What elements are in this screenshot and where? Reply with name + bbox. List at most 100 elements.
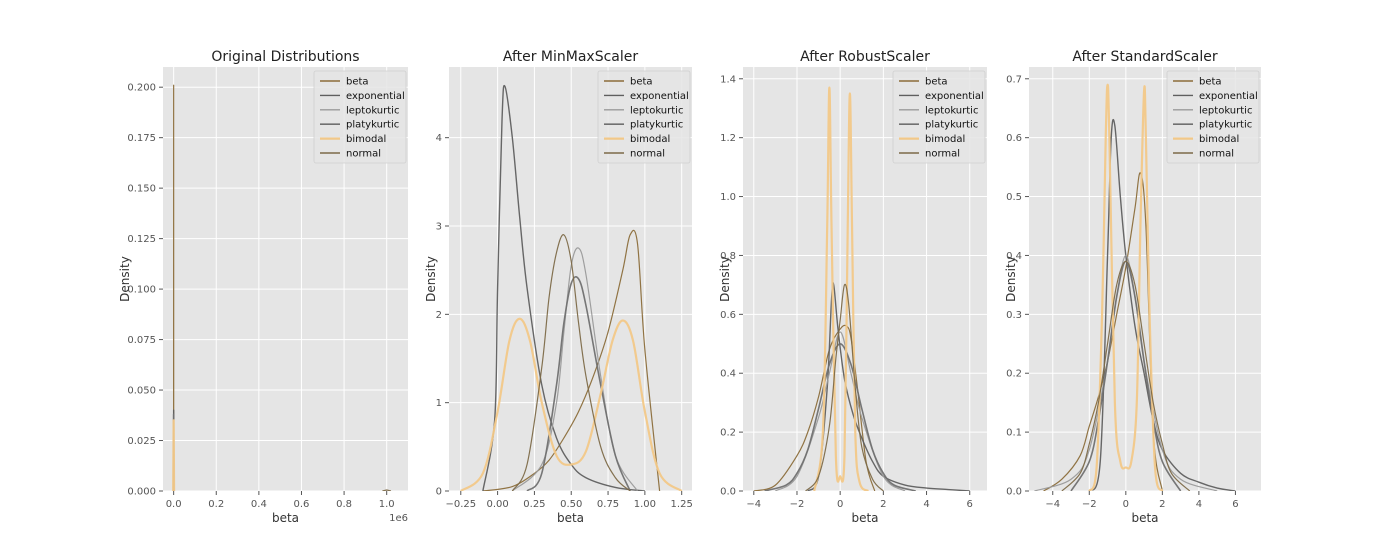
x-tick-label: 0.00 bbox=[486, 499, 508, 510]
y-tick-label: 0.2 bbox=[720, 428, 736, 439]
legend-label-bimodal: bimodal bbox=[630, 134, 670, 145]
series-line-platykurtic bbox=[764, 342, 916, 491]
y-tick-label: 0 bbox=[436, 487, 442, 498]
legend-label-normal: normal bbox=[346, 149, 381, 160]
y-tick-label: 0.0 bbox=[1006, 487, 1022, 498]
legend-label-normal: normal bbox=[1199, 149, 1234, 160]
legend: beta exponential leptokurtic platykurtic bim… bbox=[597, 70, 691, 164]
series-line-bimodal bbox=[813, 86, 870, 491]
x-tick-label: 6 bbox=[1232, 499, 1238, 510]
y-tick-label: 0.7 bbox=[1006, 74, 1022, 85]
y-tick-label: 0.075 bbox=[127, 335, 156, 346]
y-tick-label: 1.4 bbox=[720, 74, 736, 85]
x-offset-label: 1e6 bbox=[389, 513, 408, 524]
y-tick-label: 0.125 bbox=[127, 234, 156, 245]
legend-label-leptokurtic: leptokurtic bbox=[630, 105, 683, 116]
y-tick-label: 0.6 bbox=[720, 310, 736, 321]
x-tick-label: 1.00 bbox=[634, 499, 656, 510]
y-tick-label: 1.0 bbox=[720, 192, 736, 203]
legend-label-platykurtic: platykurtic bbox=[1199, 120, 1252, 131]
y-tick-label: 1 bbox=[436, 398, 442, 409]
x-tick-label: −4 bbox=[1045, 499, 1060, 510]
legend-box bbox=[313, 70, 407, 164]
series-group bbox=[753, 86, 970, 491]
legend-label-bimodal: bimodal bbox=[346, 134, 386, 145]
legend-box bbox=[597, 70, 691, 164]
x-tick-label: 1.0 bbox=[379, 499, 395, 510]
series-line-normal bbox=[805, 283, 884, 491]
x-tick-label: 0.50 bbox=[560, 499, 582, 510]
y-tick-label: 0.000 bbox=[127, 487, 156, 498]
legend-label-exponential: exponential bbox=[925, 91, 984, 102]
series-line-beta bbox=[482, 229, 661, 491]
series-line-bimodal bbox=[172, 419, 176, 491]
x-axis-label: beta bbox=[272, 511, 299, 525]
x-tick-label: 0.2 bbox=[208, 499, 224, 510]
legend-label-exponential: exponential bbox=[1199, 91, 1258, 102]
x-tick-label: 0.0 bbox=[166, 499, 182, 510]
legend-label-bimodal: bimodal bbox=[1199, 134, 1239, 145]
series-line-normal bbox=[382, 489, 392, 491]
y-tick-label: 0.4 bbox=[1006, 251, 1022, 262]
subplot-title: Original Distributions bbox=[211, 49, 359, 65]
subplot-2: −0.25 0.00 0.25 0.50 0.75 1.00 1.25 0 1 2 3 4 After … bbox=[424, 49, 693, 525]
legend-label-beta: beta bbox=[1199, 77, 1222, 88]
y-tick-label: 0.2 bbox=[1006, 369, 1022, 380]
y-tick-label: 0.5 bbox=[1006, 192, 1022, 203]
subplot-title: After RobustScaler bbox=[800, 49, 930, 65]
y-tick-label: 0.6 bbox=[1006, 133, 1022, 144]
x-tick-label: 0 bbox=[1123, 499, 1129, 510]
x-tick-label: −2 bbox=[790, 499, 805, 510]
legend-box bbox=[892, 70, 986, 164]
legend-label-leptokurtic: leptokurtic bbox=[925, 105, 978, 116]
x-tick-label: 0.75 bbox=[597, 499, 619, 510]
x-tick-label: 4 bbox=[923, 499, 929, 510]
subplot-title: After StandardScaler bbox=[1072, 49, 1217, 65]
subplot-1: 0.0 0.2 0.4 0.6 0.8 1.0 0.000 0.025 0.050 0.075 0.… bbox=[118, 49, 408, 525]
series-line-exponential bbox=[482, 84, 645, 491]
x-tick-label: 2 bbox=[1159, 499, 1165, 510]
legend-label-exponential: exponential bbox=[346, 91, 405, 102]
y-axis-label: Density bbox=[424, 256, 438, 302]
y-tick-label: 0.8 bbox=[720, 251, 736, 262]
legend-label-exponential: exponential bbox=[630, 91, 689, 102]
series-line-beta bbox=[753, 324, 876, 491]
x-tick-label: −0.25 bbox=[445, 499, 476, 510]
x-tick-label: −4 bbox=[746, 499, 761, 510]
legend-label-bimodal: bimodal bbox=[925, 134, 965, 145]
y-tick-label: 1.2 bbox=[720, 133, 736, 144]
x-axis-label: beta bbox=[851, 511, 878, 525]
series-group bbox=[172, 84, 392, 491]
y-tick-label: 0.175 bbox=[127, 133, 156, 144]
series-line-bimodal bbox=[1088, 83, 1164, 491]
x-tick-label: −2 bbox=[1082, 499, 1097, 510]
series-line-bimodal bbox=[460, 317, 683, 491]
y-tick-label: 0.150 bbox=[127, 184, 156, 195]
series-line-normal bbox=[1061, 260, 1191, 491]
series-group bbox=[1034, 83, 1236, 491]
x-tick-label: 0.8 bbox=[336, 499, 352, 510]
y-axis-label: Density bbox=[118, 256, 132, 302]
legend-label-normal: normal bbox=[925, 149, 960, 160]
y-tick-label: 0.0 bbox=[720, 487, 736, 498]
y-tick-label: 0.100 bbox=[127, 285, 156, 296]
y-tick-label: 0.1 bbox=[1006, 428, 1022, 439]
x-tick-label: 2 bbox=[880, 499, 886, 510]
y-axis-label: Density bbox=[1004, 256, 1018, 302]
y-tick-label: 0.4 bbox=[720, 369, 736, 380]
legend-box bbox=[1166, 70, 1260, 164]
series-line-normal bbox=[511, 234, 631, 491]
y-tick-label: 2 bbox=[436, 310, 442, 321]
x-tick-label: 6 bbox=[967, 499, 973, 510]
legend-label-leptokurtic: leptokurtic bbox=[346, 105, 399, 116]
series-line-leptokurtic bbox=[1034, 254, 1218, 491]
legend-label-platykurtic: platykurtic bbox=[925, 120, 978, 131]
y-tick-label: 4 bbox=[436, 133, 442, 144]
y-tick-label: 0.200 bbox=[127, 83, 156, 94]
x-tick-label: 0.25 bbox=[523, 499, 545, 510]
y-tick-label: 3 bbox=[436, 222, 442, 233]
x-tick-label: 0.4 bbox=[251, 499, 267, 510]
y-tick-label: 0.3 bbox=[1006, 310, 1022, 321]
x-tick-label: 0 bbox=[837, 499, 843, 510]
